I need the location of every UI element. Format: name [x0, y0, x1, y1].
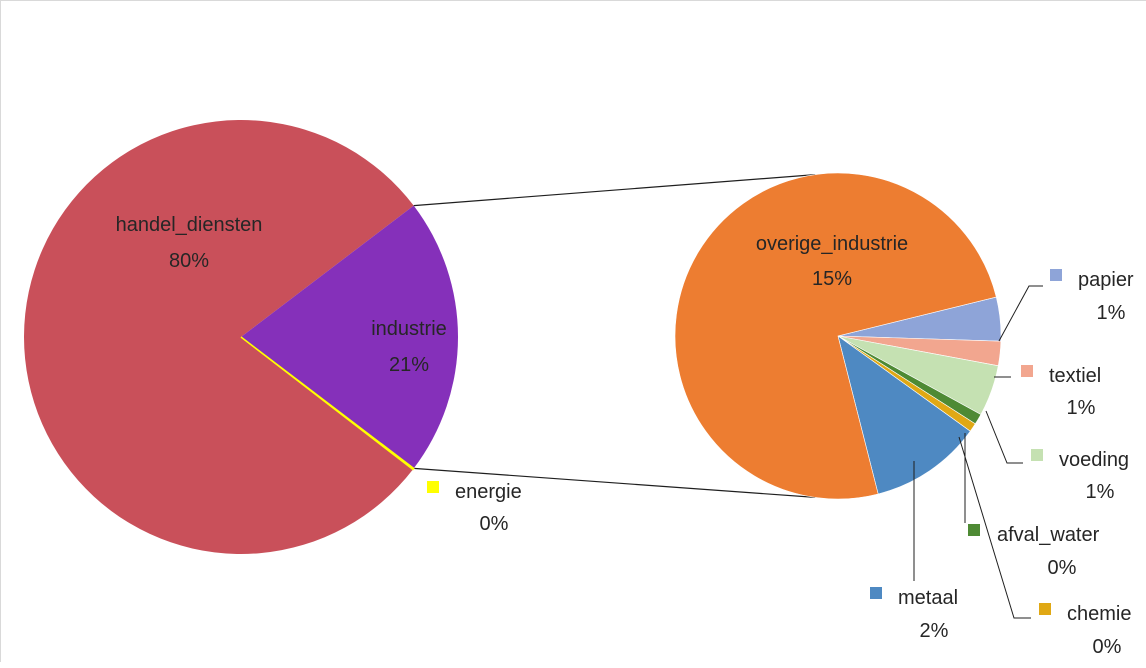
label-key-textiel	[1021, 365, 1033, 377]
label-chemie: chemie	[1067, 603, 1131, 625]
label-value-papier: 1%	[1097, 302, 1126, 324]
label-value-textiel: 1%	[1067, 397, 1096, 419]
label-papier: papier	[1078, 269, 1134, 291]
label-key-energie	[427, 481, 439, 493]
slice-energie	[240, 336, 415, 471]
label-key-afval_water	[968, 524, 980, 536]
label-textiel: textiel	[1049, 365, 1101, 387]
connector-top	[413, 174, 816, 207]
data-labels: handel_diensten 80% industrie 21% overige_in…	[116, 214, 1134, 658]
connector-lines	[413, 174, 816, 498]
slice-handel_diensten	[23, 119, 414, 554]
label-key-papier	[1050, 269, 1062, 281]
label-key-chemie	[1039, 603, 1051, 615]
label-value-energie: 0%	[480, 513, 509, 535]
label-energie: energie	[455, 481, 522, 503]
slice-metaal	[837, 335, 971, 495]
label-voeding: voeding	[1059, 449, 1129, 471]
label-key-metaal	[870, 587, 882, 599]
label-overige_industrie: overige_industrie	[756, 233, 908, 255]
label-value-industrie: 21%	[389, 354, 429, 376]
label-value-overige_industrie: 15%	[812, 268, 852, 290]
label-value-handel_diensten: 80%	[169, 250, 209, 272]
label-afval_water: afval_water	[997, 524, 1100, 546]
label-key-voeding	[1031, 449, 1043, 461]
slice-industrie	[241, 205, 459, 469]
leader-chemie	[958, 436, 1031, 619]
leader-papier	[998, 285, 1043, 342]
label-value-metaal: 2%	[920, 620, 949, 642]
leader-lines	[913, 285, 1043, 619]
label-value-voeding: 1%	[1086, 481, 1115, 503]
secondary-pie	[674, 172, 1002, 500]
slice-overige_industrie	[674, 172, 997, 500]
label-value-afval_water: 0%	[1048, 557, 1077, 579]
label-industrie: industrie	[371, 318, 447, 340]
leader-voeding	[985, 410, 1023, 464]
label-handel_diensten: handel_diensten	[116, 214, 263, 236]
label-value-chemie: 0%	[1093, 636, 1122, 658]
label-metaal: metaal	[898, 587, 958, 609]
main-pie	[23, 119, 459, 554]
connector-bottom	[413, 467, 816, 498]
